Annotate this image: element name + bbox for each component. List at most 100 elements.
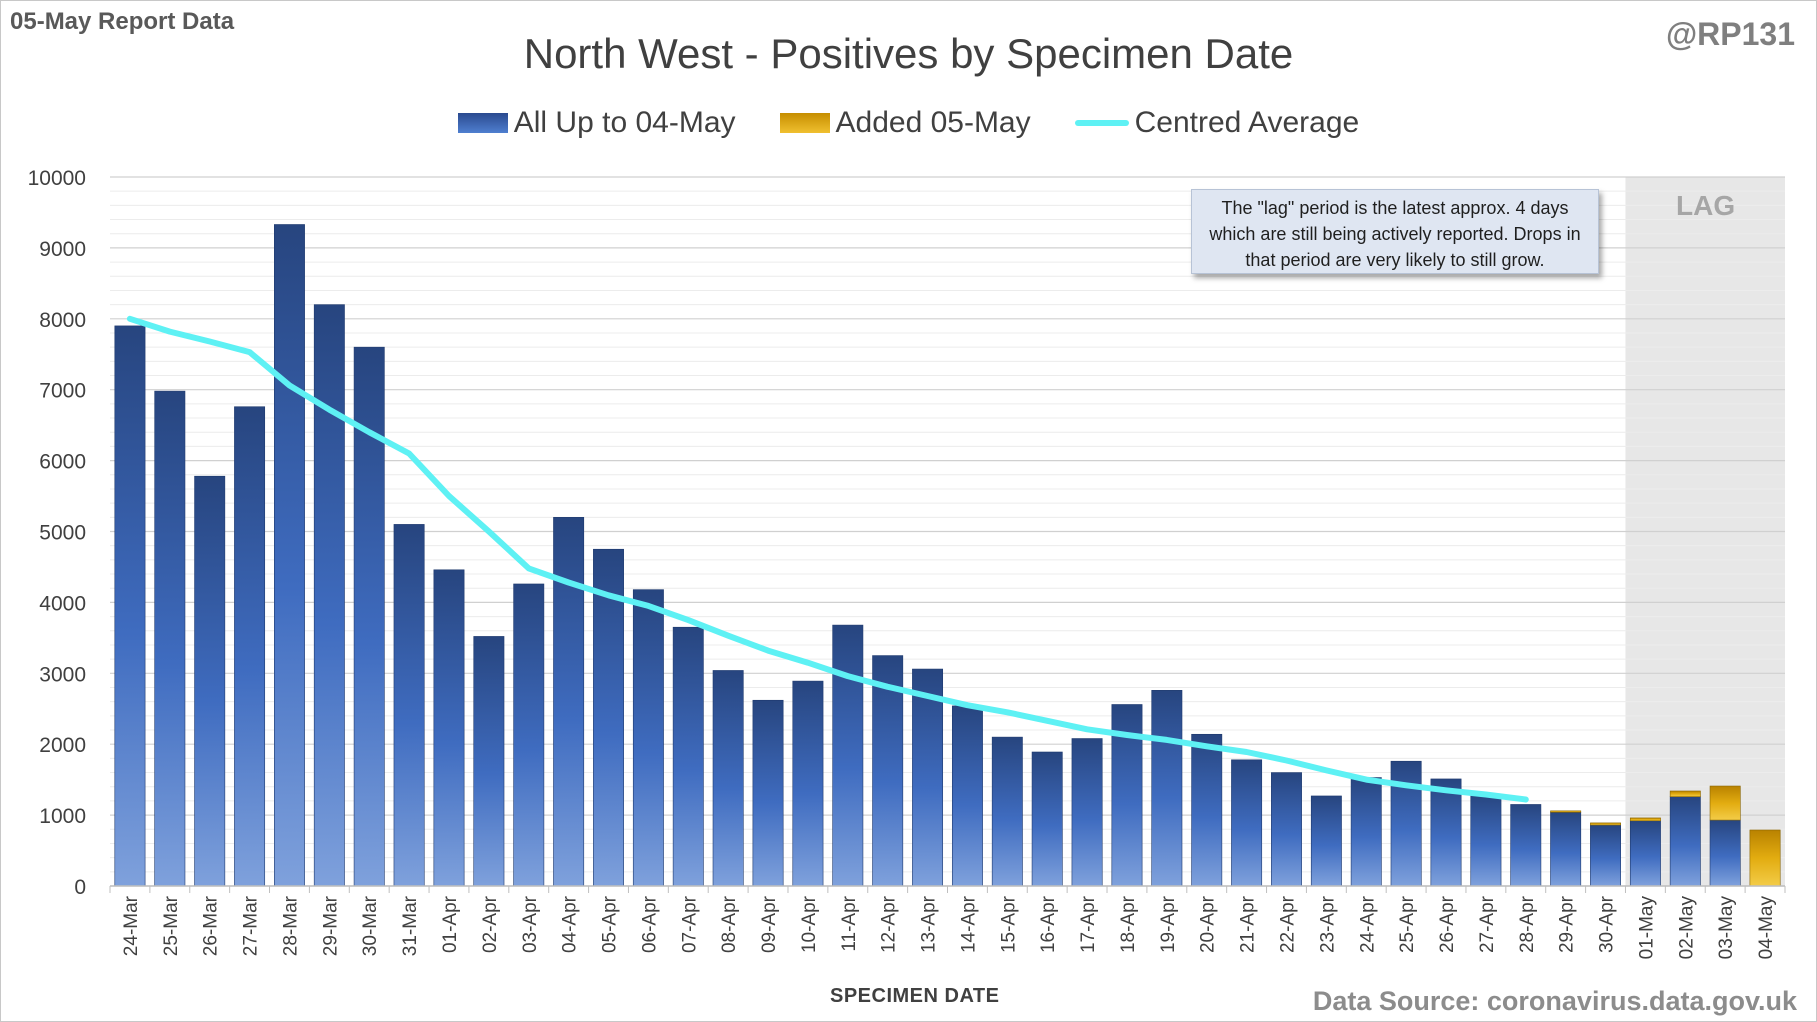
legend-label-base: All Up to 04-May	[513, 106, 736, 139]
legend-item-average: Centred Average	[1074, 106, 1360, 140]
x-tick-label: 19-Apr	[1158, 895, 1179, 953]
bar-base	[752, 699, 784, 887]
x-tick-label: 08-Apr	[719, 895, 740, 953]
bar-added	[1709, 785, 1741, 821]
bar-base	[154, 390, 186, 887]
x-tick-label: 04-Apr	[560, 895, 581, 953]
bar-base	[1231, 759, 1263, 887]
x-tick-label: 18-Apr	[1118, 895, 1139, 953]
y-tick-label: 10000	[28, 167, 86, 190]
bar-base	[393, 524, 425, 887]
x-tick-label: 05-Apr	[600, 895, 621, 953]
x-tick-label: 30-Mar	[360, 895, 381, 956]
x-tick-label: 06-Apr	[639, 895, 660, 953]
x-tick-label: 21-Apr	[1238, 895, 1259, 953]
legend-label-average: Centred Average	[1134, 106, 1360, 139]
bar-base	[712, 670, 744, 887]
bar-base	[951, 705, 983, 887]
legend-label-added: Added 05-May	[835, 106, 1031, 139]
x-tick-label: 26-Mar	[201, 895, 222, 956]
x-tick-label: 29-Mar	[320, 895, 341, 956]
bar-base	[1629, 820, 1661, 887]
bar-base	[1590, 824, 1621, 887]
bar-base	[1390, 760, 1422, 887]
y-tick-label: 7000	[39, 380, 86, 403]
bar-base	[194, 475, 226, 887]
bar-base	[1271, 772, 1302, 887]
x-tick-label: 03-May	[1716, 896, 1737, 960]
x-tick-label: 27-Mar	[241, 895, 262, 956]
bar-base	[1071, 738, 1103, 887]
x-tick-label: 11-Apr	[839, 895, 860, 951]
bar-base	[274, 224, 305, 887]
x-tick-label: 17-Apr	[1078, 895, 1099, 953]
x-tick-label: 01-Apr	[440, 895, 461, 953]
chart-legend: All Up to 04-May Added 05-May Centred Av…	[0, 106, 1817, 140]
bar-base	[672, 626, 704, 887]
x-tick-label: 03-Apr	[520, 895, 541, 953]
bar-base	[1350, 777, 1382, 887]
bar-base	[1191, 733, 1223, 887]
x-tick-label: 02-Apr	[480, 895, 501, 953]
bar-base	[832, 624, 864, 887]
report-date-label: 05-May Report Data	[10, 8, 235, 35]
y-tick-label: 1000	[39, 805, 86, 828]
lag-note-box: The "lag" period is the latest approx. 4…	[1191, 189, 1599, 274]
bar-base	[872, 655, 904, 887]
x-tick-label: 22-Apr	[1277, 895, 1298, 953]
x-tick-label: 29-Apr	[1557, 895, 1578, 953]
chart-title: North West - Positives by Specimen Date	[523, 30, 1294, 77]
x-tick-label: 28-Mar	[280, 895, 301, 956]
bar-base	[473, 636, 505, 887]
legend-swatch-average	[1074, 120, 1129, 126]
bar-base	[1031, 751, 1063, 887]
bar-base	[593, 548, 624, 887]
x-tick-label: 16-Apr	[1038, 895, 1059, 953]
author-handle: @RP131	[1665, 16, 1795, 52]
bar-base	[1470, 794, 1502, 887]
y-tick-label: 4000	[39, 592, 86, 615]
x-tick-label: 09-Apr	[759, 895, 780, 953]
y-tick-label: 5000	[39, 522, 86, 545]
bar-added	[1749, 829, 1781, 887]
bar-base	[912, 668, 944, 887]
legend-item-added: Added 05-May	[779, 106, 1031, 140]
bar-base	[1310, 795, 1342, 887]
y-tick-label: 2000	[39, 734, 86, 757]
bar-added	[1590, 822, 1621, 826]
x-tick-label: 10-Apr	[799, 895, 820, 953]
x-tick-label: 27-Apr	[1477, 895, 1498, 953]
y-tick-label: 3000	[39, 663, 86, 686]
x-tick-label: 30-Apr	[1597, 895, 1618, 953]
x-tick-label: 25-Mar	[161, 895, 182, 956]
average-line	[126, 315, 1529, 803]
x-tick-label: 24-Mar	[121, 895, 142, 956]
x-tick-label: 02-May	[1676, 896, 1697, 960]
x-tick-label: 01-May	[1636, 896, 1657, 960]
x-tick-label: 24-Apr	[1357, 895, 1378, 953]
x-tick-label: 26-Apr	[1437, 895, 1458, 953]
x-tick-label: 31-Mar	[400, 895, 421, 956]
y-tick-label: 9000	[39, 238, 86, 261]
bar-added	[1550, 810, 1582, 813]
legend-swatch-base	[457, 113, 508, 133]
x-tick-label: 28-Apr	[1517, 895, 1538, 953]
bar-base	[1669, 796, 1701, 887]
bar-base	[553, 517, 585, 887]
x-tick-label: 04-May	[1756, 896, 1777, 960]
bar-base	[1430, 778, 1462, 887]
y-tick-label: 8000	[39, 309, 86, 332]
bar-base	[1510, 804, 1542, 887]
bar-base	[991, 736, 1023, 887]
x-tick-label: 14-Apr	[958, 895, 979, 953]
legend-item-base: All Up to 04-May	[457, 106, 736, 140]
x-tick-label: 07-Apr	[679, 895, 700, 953]
y-tick-label: 0	[74, 876, 86, 899]
bar-base	[433, 569, 465, 887]
x-tick-label: 15-Apr	[998, 895, 1019, 953]
x-tick-label: 25-Apr	[1397, 895, 1418, 953]
bar-base	[234, 406, 266, 887]
x-axis-title: SPECIMEN DATE	[830, 985, 1000, 1007]
bar-base	[632, 589, 664, 887]
